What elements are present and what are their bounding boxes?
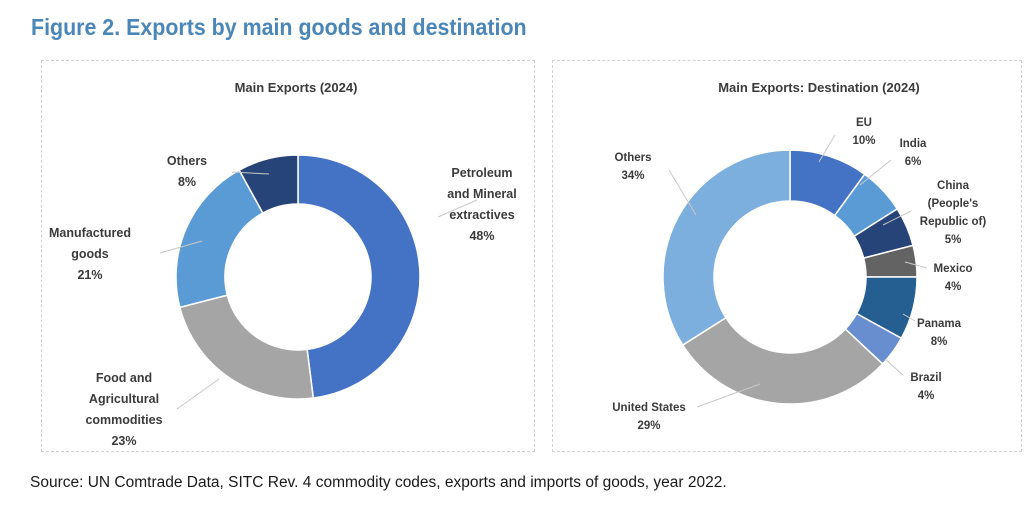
main-exports-leader-line-food <box>176 378 220 410</box>
destination-leader-line-brazil <box>884 358 904 376</box>
destination-label-others: Others 34% <box>614 152 651 182</box>
destination-slice-us <box>681 316 884 405</box>
main-exports-label-manufactured: Manufactured goods 21% <box>49 226 131 282</box>
main-exports-chart-title: Main Exports (2024) <box>235 80 358 95</box>
main-exports-slice-others <box>238 154 299 215</box>
destination-leader-line-mexico <box>904 261 928 269</box>
destination-label-eu: EU 10% <box>852 117 875 147</box>
destination-chart-panel: Main Exports: Destination (2024) EU 10% In… <box>552 60 1022 452</box>
main-exports-leader-line-others <box>231 171 270 175</box>
main-exports-label-petroleum: Petroleum and Mineral extractives 48% <box>447 166 516 243</box>
destination-leader-line-eu <box>818 134 836 163</box>
destination-donut-chart: Main Exports: Destination (2024) EU 10% In… <box>612 80 987 432</box>
destination-leader-line-india <box>859 159 892 186</box>
main-exports-slice-food <box>178 294 315 400</box>
destination-label-brazil: Brazil 4% <box>910 372 941 402</box>
main-exports-label-others: Others 8% <box>167 154 207 189</box>
main-exports-slice-petroleum <box>297 154 421 399</box>
destination-leader-line-others <box>668 169 697 216</box>
main-exports-chart-panel: Main Exports (2024) Petroleum and Mineral… <box>41 60 535 452</box>
figure-title: Figure 2. Exports by main goods and dest… <box>31 14 527 40</box>
destination-label-china: China (People's Republic of) 5% <box>920 180 987 246</box>
source-note: Source: UN Comtrade Data, SITC Rev. 4 co… <box>30 474 727 491</box>
destination-leader-line-us <box>696 383 761 408</box>
main-exports-donut-chart: Main Exports (2024) Petroleum and Mineral… <box>49 80 517 448</box>
destination-leader-line-panama <box>902 313 916 322</box>
main-exports-label-food: Food and Agricultural commodities 23% <box>85 371 162 448</box>
destination-slice-others <box>662 149 791 347</box>
main-exports-leader-line-petroleum <box>437 199 478 218</box>
destination-chart-title: Main Exports: Destination (2024) <box>718 80 920 95</box>
destination-label-panama: Panama 8% <box>917 318 962 348</box>
destination-label-mexico: Mexico 4% <box>934 263 973 293</box>
destination-leader-line-china <box>882 210 912 226</box>
main-exports-leader-line-manufactured <box>159 240 203 254</box>
destination-label-us: United States 29% <box>612 402 686 432</box>
destination-label-india: India 6% <box>900 138 927 168</box>
